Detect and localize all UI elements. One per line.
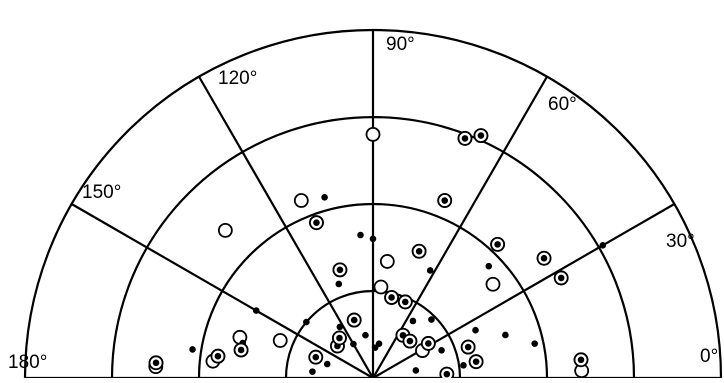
filled-dot-point [189,346,196,353]
bullseye-center [477,132,485,139]
angle-label-180: 180° [8,352,47,373]
bullseye-center [312,353,320,361]
data-points [148,126,607,382]
filled-dot-point [309,368,316,375]
open-circle-point [373,279,389,295]
filled-dot-point [599,242,607,249]
bullseye-center [350,316,358,324]
filled-dot-point [350,340,357,348]
filled-dot-point [531,340,538,347]
angle-label-150: 150° [82,182,121,203]
filled-dot-point [502,331,509,339]
filled-dot-point [323,360,331,368]
bullseye-center [472,358,480,365]
open-circle-point [272,333,288,348]
bullseye-center [336,266,344,274]
bullseye-center [441,197,448,204]
spoke-120 [198,76,374,379]
filled-dot-point [252,307,260,314]
bullseye-center [415,247,423,255]
angular-tick-labels: 0° 30° 60° 90° 120° 150° 180° [8,34,718,373]
bullseye-center [540,254,548,262]
bullseye-center [443,370,451,378]
open-circle-point [485,276,501,292]
bullseye-center [237,346,245,354]
bullseye-center [577,356,585,364]
bullseye-center [401,298,409,306]
bullseye-center [388,294,395,301]
bullseye-center [464,343,472,351]
bullseye-center [313,219,320,226]
filled-dot-point [335,280,343,288]
bullseye-center [425,340,432,347]
bullseye-center [214,352,222,360]
filled-dot-point [460,361,467,369]
open-circle-point [217,222,233,238]
bullseye-center [461,135,469,142]
filled-dot-point [336,323,344,331]
angle-label-90: 90° [386,34,415,55]
filled-dot-point [485,262,493,270]
bullseye-center [557,274,565,282]
spoke-60 [372,76,548,379]
open-circle-point [379,254,395,269]
filled-dot-point [362,331,369,339]
bullseye-center [336,334,343,342]
filled-dot-point [369,235,377,243]
bullseye-center [152,359,160,367]
filled-dot-point [472,326,479,334]
open-circle-point [365,126,381,142]
filled-dot-point [426,267,434,274]
filled-dot-point [303,318,310,326]
filled-dot-point [438,346,445,354]
filled-dot-point [321,194,328,201]
filled-dot-point [371,344,379,351]
filled-dot-point [412,367,420,374]
angle-label-60: 60° [548,94,577,115]
filled-dot-point [428,316,435,323]
filled-dot-point [357,231,364,239]
angle-label-120: 120° [218,68,257,89]
angle-label-0: 0° [700,346,718,367]
open-circle-point [293,193,309,208]
filled-dot-point [409,317,417,325]
polar-grid [23,28,723,380]
spoke-150 [71,203,374,379]
bullseye-center [494,241,501,248]
angle-label-30: 30° [666,231,695,252]
bullseye-center [406,337,414,345]
